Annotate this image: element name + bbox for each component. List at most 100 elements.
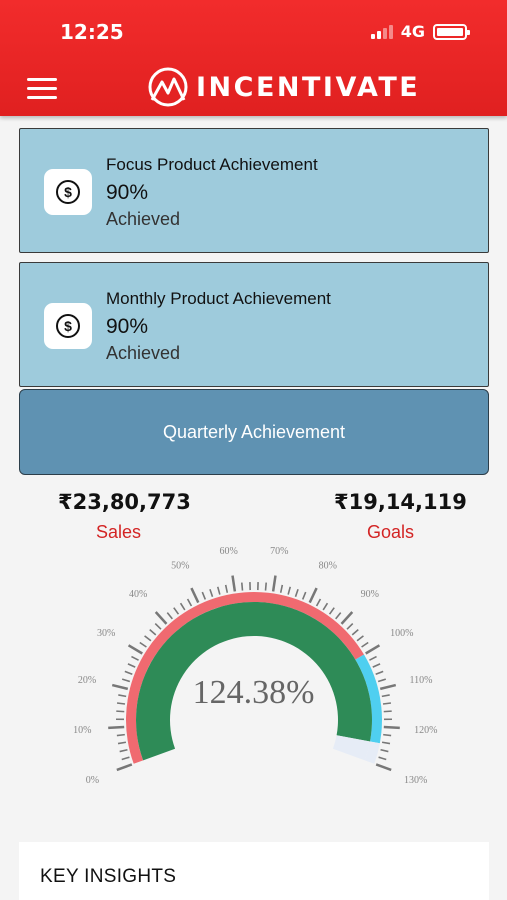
gauge-major-tick — [271, 575, 277, 592]
gauge-major-tick — [108, 725, 125, 730]
gauge-minor-tick — [224, 584, 229, 593]
gauge-minor-tick — [216, 586, 221, 595]
gauge-major-tick — [127, 644, 143, 655]
gauge-major-tick — [190, 587, 200, 604]
gauge-minor-tick — [118, 694, 127, 698]
gauge-tick-label: 70% — [270, 546, 288, 557]
gauge-tick-label: 110% — [410, 675, 433, 686]
gauge-tick-label: 60% — [220, 546, 238, 557]
card-title: Focus Product Achievement — [106, 155, 318, 174]
gauge-minor-tick — [116, 710, 125, 713]
signal-icon — [370, 24, 393, 39]
sales-label: Sales — [96, 522, 142, 542]
key-insights-title: KEY INSIGHTS — [40, 866, 177, 887]
gauge-major-tick — [365, 644, 381, 655]
gauge-minor-tick — [378, 756, 387, 761]
status-time: 12:25 — [60, 20, 124, 44]
gauge-minor-tick — [287, 586, 292, 595]
gauge-minor-tick — [279, 584, 284, 593]
gauge-tick-label: 50% — [171, 561, 189, 572]
status-indicators: 4G — [370, 22, 470, 41]
app-header: 12:25 4G INCENTIVATE — [0, 0, 507, 116]
gauge-minor-tick — [116, 733, 125, 737]
gauge-tick-label: 20% — [78, 675, 96, 686]
network-type: 4G — [400, 22, 425, 41]
gauge-minor-tick — [117, 741, 127, 745]
gauge-minor-tick — [372, 663, 381, 668]
gauge-minor-tick — [240, 582, 244, 591]
gauge-tick-label: 0% — [86, 775, 99, 786]
gauge-minor-tick — [186, 598, 193, 607]
gauge-minor-tick — [315, 598, 322, 607]
brand-name: INCENTIVATE — [196, 71, 421, 103]
gauge-minor-tick — [119, 748, 128, 753]
gauge-minor-tick — [121, 756, 130, 761]
gauge-minor-tick — [144, 635, 152, 642]
hamburger-menu-icon[interactable] — [27, 78, 57, 102]
gauge-tick-label: 90% — [361, 589, 379, 600]
gauge-fill — [135, 601, 372, 761]
gauge-band-1 — [355, 654, 382, 744]
gauge-minor-tick — [166, 612, 173, 620]
battery-icon — [433, 23, 470, 40]
mountain-logo-icon — [148, 67, 188, 107]
gauge-minor-tick — [346, 623, 354, 630]
gauge-remainder — [332, 735, 371, 761]
gauge-minor-tick — [116, 702, 126, 705]
card-icon-box: $ — [44, 169, 92, 215]
gauge-minor-tick — [328, 607, 335, 615]
card-status: Achieved — [106, 209, 181, 229]
brand-logo: INCENTIVATE — [146, 66, 420, 108]
gauge-tick-label: 130% — [404, 775, 427, 786]
card-title: Monthly Product Achievement — [106, 289, 331, 308]
gauge-minor-tick — [131, 655, 139, 661]
gauge-minor-tick — [139, 641, 147, 648]
gauge-tick-label: 10% — [73, 725, 91, 736]
gauge-minor-tick — [127, 663, 136, 668]
gauge-minor-tick — [383, 710, 392, 713]
gauge-minor-tick — [173, 607, 180, 615]
gauge-tick-label: 80% — [319, 561, 337, 572]
gauge-minor-tick — [369, 655, 377, 661]
gauge-tick-label: 100% — [390, 628, 413, 639]
gauge-major-tick — [116, 763, 133, 772]
gauge-minor-tick — [294, 588, 299, 598]
gauge-minor-tick — [201, 591, 207, 600]
quarterly-label: Quarterly Achievement — [162, 421, 346, 442]
gauge-minor-tick — [209, 588, 214, 598]
gauge-minor-tick — [121, 678, 131, 683]
gauge-minor-tick — [154, 623, 162, 630]
gauge-tick-label: 40% — [129, 589, 147, 600]
quarterly-achievement-button[interactable]: Quarterly Achievement — [19, 389, 489, 475]
gauge-minor-tick — [335, 612, 342, 620]
gauge-major-tick — [383, 725, 400, 730]
card-status: Achieved — [106, 343, 181, 363]
gauge-major-tick — [340, 611, 354, 625]
gauge-minor-tick — [381, 694, 390, 698]
gauge-minor-tick — [377, 678, 387, 683]
card-icon-box: $ — [44, 303, 92, 349]
focus-product-card[interactable]: $ Focus Product Achievement 90% Achieved — [19, 128, 489, 253]
gauge-minor-tick — [383, 733, 392, 737]
gauge-band-2 — [364, 741, 380, 764]
gauge-minor-tick — [179, 602, 186, 611]
gauge-minor-tick — [322, 602, 329, 611]
gauge-major-tick — [111, 683, 129, 691]
achievement-gauge: 0% 10% 20% 30% 40% 50% 60% 70% 80% 90% 100% 110% 120… — [73, 546, 437, 786]
dollar-coin-icon: $ — [56, 180, 80, 204]
monthly-product-card[interactable]: $ Monthly Product Achievement 90% Achiev… — [19, 262, 489, 387]
gauge-value: 124.38% — [192, 674, 315, 711]
gauge-major-tick — [379, 683, 397, 691]
key-insights-panel: KEY INSIGHTS — [19, 842, 489, 900]
gauge-minor-tick — [381, 741, 391, 745]
sales-amount: ₹23,80,773 — [58, 490, 191, 514]
gauge-minor-tick — [351, 628, 359, 636]
gauge-minor-tick — [382, 702, 392, 705]
gauge-major-tick — [154, 611, 168, 625]
gauge-major-tick — [375, 763, 392, 772]
card-percent: 90% — [106, 181, 149, 204]
gauge-minor-tick — [149, 628, 157, 636]
goals-label: Goals — [367, 522, 415, 542]
card-percent: 90% — [106, 315, 149, 338]
gauge-major-tick — [231, 575, 237, 592]
